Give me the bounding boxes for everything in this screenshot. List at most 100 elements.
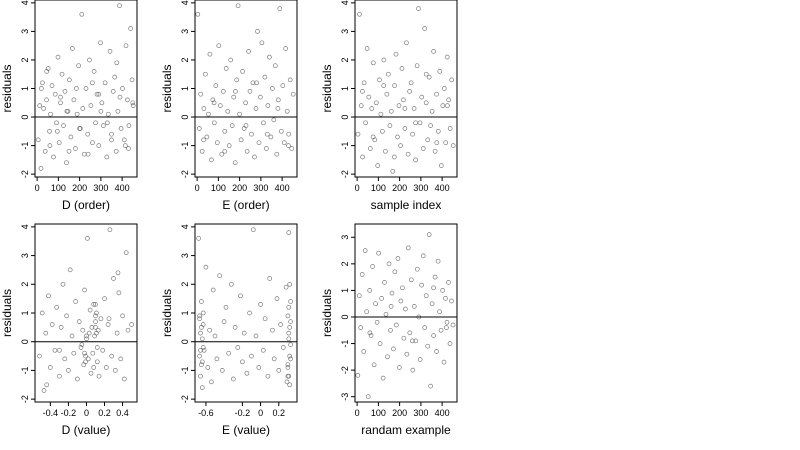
data-point xyxy=(285,362,291,368)
data-point xyxy=(126,123,132,128)
data-point xyxy=(74,111,80,117)
data-point xyxy=(253,333,259,339)
data-point xyxy=(380,375,386,381)
data-point xyxy=(286,131,292,137)
points xyxy=(196,227,293,390)
data-point xyxy=(232,160,238,166)
data-point xyxy=(113,148,119,154)
data-point xyxy=(111,276,116,281)
data-point xyxy=(355,373,361,378)
data-point xyxy=(256,365,262,370)
data-point xyxy=(195,11,201,17)
data-point xyxy=(37,103,43,108)
data-point xyxy=(426,74,432,80)
data-point xyxy=(234,77,240,83)
data-point xyxy=(243,100,248,106)
data-point xyxy=(120,86,125,91)
data-point xyxy=(207,327,212,333)
data-point xyxy=(58,325,64,330)
x-tick-label: 0 xyxy=(35,183,40,193)
data-point xyxy=(51,154,56,160)
data-point xyxy=(403,306,408,312)
data-point xyxy=(39,86,44,91)
x-tick-label: -0.6 xyxy=(198,408,214,418)
data-point xyxy=(199,148,205,154)
y-axis-label: residuals xyxy=(160,64,174,112)
data-point xyxy=(395,256,401,261)
data-point xyxy=(83,359,88,365)
data-point xyxy=(253,106,259,111)
data-point xyxy=(129,322,134,327)
data-point xyxy=(419,94,425,100)
data-point xyxy=(258,302,263,307)
x-tick-label: 300 xyxy=(93,183,108,193)
data-point xyxy=(229,281,234,287)
data-point xyxy=(287,77,293,83)
data-point xyxy=(410,131,415,137)
data-point xyxy=(358,325,364,330)
data-point xyxy=(122,376,127,382)
data-point xyxy=(82,287,87,293)
data-point xyxy=(388,108,394,114)
data-point xyxy=(271,356,277,362)
data-point xyxy=(423,71,429,77)
data-point xyxy=(86,330,92,336)
y-tick-label: -3 xyxy=(340,393,350,401)
data-point xyxy=(420,146,426,151)
points xyxy=(355,6,456,174)
data-point xyxy=(432,148,438,154)
data-point xyxy=(386,71,391,77)
data-point xyxy=(89,325,95,330)
data-point xyxy=(410,338,415,344)
data-point xyxy=(285,313,291,319)
data-point xyxy=(87,307,93,313)
data-point xyxy=(438,327,444,333)
data-point xyxy=(241,330,247,336)
data-point xyxy=(287,325,293,330)
data-point xyxy=(96,91,102,97)
x-tick-label: 100 xyxy=(51,183,66,193)
data-point xyxy=(420,253,426,259)
data-point xyxy=(129,77,135,83)
data-point xyxy=(228,57,234,63)
x-axis-label: D (order) xyxy=(62,198,110,212)
data-point xyxy=(91,365,97,370)
data-point xyxy=(381,57,387,63)
y-tick-label: 1 xyxy=(340,86,350,91)
data-point xyxy=(91,69,97,74)
data-point xyxy=(258,94,263,100)
data-point xyxy=(52,91,58,97)
data-point xyxy=(389,290,395,296)
data-point xyxy=(443,296,448,301)
data-point xyxy=(197,313,202,319)
data-point xyxy=(386,261,392,267)
data-point xyxy=(286,336,292,342)
data-point xyxy=(283,46,289,51)
data-point xyxy=(405,151,411,157)
data-point xyxy=(128,26,133,31)
data-point xyxy=(90,80,95,86)
y-tick-label: 0 xyxy=(20,115,30,120)
data-point xyxy=(207,51,213,57)
data-point xyxy=(385,354,390,360)
data-point xyxy=(364,46,370,51)
data-point xyxy=(422,325,428,330)
data-point xyxy=(117,3,122,9)
data-point xyxy=(44,69,50,74)
x-axis-label: randam example xyxy=(361,423,451,437)
y-tick-label: 0 xyxy=(20,339,30,344)
data-point xyxy=(206,111,211,117)
data-point xyxy=(265,103,271,108)
data-point xyxy=(44,97,49,103)
data-point xyxy=(199,359,205,365)
data-point xyxy=(410,367,416,373)
data-point xyxy=(94,345,100,350)
data-point xyxy=(84,333,89,339)
data-point xyxy=(262,316,268,322)
data-point xyxy=(201,106,207,111)
panel-3: 0 100 200 300 400 -2 -1 0 1 2 3 4 sample index residu… xyxy=(320,0,458,212)
data-point xyxy=(120,313,125,319)
data-point xyxy=(198,373,203,379)
data-point xyxy=(55,54,61,60)
data-point xyxy=(46,293,51,299)
